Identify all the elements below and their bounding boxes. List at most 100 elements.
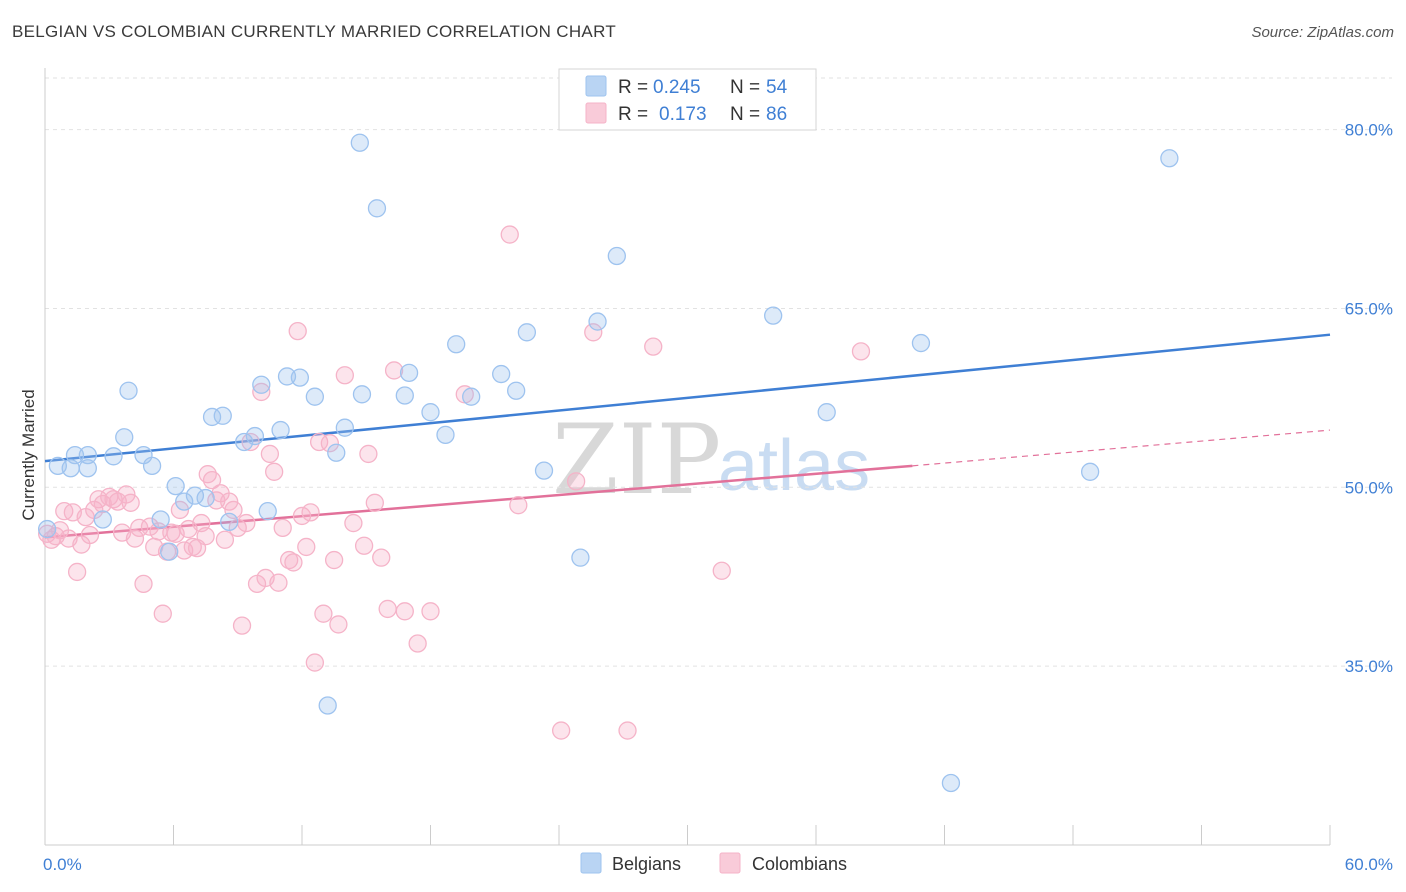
colombian-point bbox=[297, 537, 316, 557]
colombian-point bbox=[421, 602, 440, 621]
belgian-point bbox=[245, 426, 265, 446]
colombian-point bbox=[252, 382, 271, 402]
colombian-point bbox=[134, 574, 153, 594]
belgian-point bbox=[115, 428, 134, 447]
belgian-point bbox=[571, 548, 590, 567]
legend-colombians-n-value: 86 bbox=[766, 104, 787, 125]
legend-belgians-n-value: 54 bbox=[766, 77, 788, 98]
colombian-point bbox=[284, 553, 303, 572]
colombian-point bbox=[301, 503, 320, 522]
belgian-point bbox=[119, 381, 138, 400]
belgian-point bbox=[213, 406, 232, 425]
belgian-point bbox=[305, 387, 325, 406]
belgian-point bbox=[258, 502, 277, 521]
belgian-point bbox=[160, 542, 179, 561]
correlation-legend: R = 0.245 N = 54 R = 0.173 N = 86 bbox=[558, 68, 817, 131]
belgian-point bbox=[367, 199, 387, 218]
series-legend: Belgians Colombians bbox=[580, 852, 847, 874]
colombian-point bbox=[232, 616, 252, 635]
colombian-point bbox=[237, 513, 256, 533]
axes bbox=[44, 68, 1331, 846]
colombian-point bbox=[93, 494, 112, 514]
belgian-point bbox=[78, 459, 97, 478]
watermark: ZIP atlas bbox=[552, 404, 870, 516]
colombians-points bbox=[37, 225, 871, 740]
belgian-point bbox=[607, 246, 626, 266]
chart-source: Source: ZipAtlas.com bbox=[1251, 24, 1394, 41]
legend-swatch-colombians bbox=[585, 102, 607, 124]
colombian-point bbox=[344, 513, 363, 533]
belgian-point bbox=[78, 445, 97, 465]
colombian-point bbox=[117, 485, 136, 504]
belgian-point bbox=[534, 461, 554, 480]
belgian-point bbox=[290, 368, 310, 387]
belgian-point bbox=[142, 456, 162, 475]
y-tick-labels: 35.0% 50.0% 65.0% 80.0% bbox=[1345, 121, 1393, 677]
belgian-point bbox=[447, 335, 466, 354]
belgian-point bbox=[492, 364, 511, 384]
colombian-point bbox=[618, 721, 637, 740]
belgian-point bbox=[166, 476, 185, 496]
belgian-point bbox=[395, 386, 414, 405]
colombian-point bbox=[384, 361, 404, 380]
colombian-point bbox=[125, 529, 145, 548]
colombian-point bbox=[170, 500, 190, 520]
legend-swatch-belgians bbox=[585, 75, 607, 97]
colombian-point bbox=[851, 342, 871, 361]
belgian-point bbox=[764, 306, 783, 325]
belgian-point bbox=[252, 375, 271, 394]
colombian-point bbox=[224, 500, 243, 520]
colombian-point bbox=[408, 634, 427, 653]
belgian-point bbox=[462, 387, 481, 406]
colombian-point bbox=[140, 517, 160, 536]
colombian-point bbox=[305, 653, 325, 672]
watermark-atlas: atlas bbox=[718, 426, 870, 506]
belgian-point bbox=[185, 486, 205, 505]
belgian-point bbox=[220, 512, 239, 532]
colombians-trend-line bbox=[44, 464, 913, 539]
legend-belgians-r-label: R = bbox=[618, 77, 648, 98]
colombian-point bbox=[288, 321, 307, 341]
belgian-point bbox=[507, 381, 526, 400]
bottom-legend-swatch-belgians bbox=[580, 852, 602, 874]
colombian-point bbox=[220, 492, 239, 511]
belgian-point bbox=[318, 696, 337, 715]
belgian-point bbox=[196, 488, 215, 508]
colombian-point bbox=[644, 337, 663, 356]
y-tick-label: 50.0% bbox=[1345, 478, 1393, 497]
colombian-point bbox=[273, 518, 292, 537]
belgian-point bbox=[104, 447, 123, 466]
colombian-point bbox=[202, 471, 222, 490]
belgian-point bbox=[588, 312, 607, 331]
belgian-point bbox=[421, 403, 440, 422]
colombian-point bbox=[260, 444, 280, 464]
colombian-point bbox=[324, 550, 344, 570]
belgian-point bbox=[1080, 462, 1100, 481]
colombian-point bbox=[378, 599, 397, 619]
belgian-point bbox=[436, 425, 455, 444]
colombian-point bbox=[121, 493, 140, 512]
colombian-point bbox=[314, 604, 333, 623]
colombian-point bbox=[395, 602, 414, 621]
colombian-point bbox=[584, 323, 603, 342]
legend-colombians-r-value: 0.173 bbox=[659, 104, 707, 125]
colombian-point bbox=[329, 615, 348, 634]
bottom-legend-swatch-colombians bbox=[719, 852, 741, 874]
colombian-point bbox=[359, 444, 378, 464]
colombian-point bbox=[196, 527, 215, 546]
belgians-points bbox=[37, 133, 1179, 793]
colombian-point bbox=[712, 561, 731, 580]
colombian-point bbox=[215, 530, 235, 549]
bottom-legend-label-belgians: Belgians bbox=[612, 854, 681, 874]
belgian-point bbox=[350, 133, 369, 152]
x-tick-label: 0.0% bbox=[43, 855, 82, 874]
y-tick-label: 35.0% bbox=[1345, 657, 1393, 676]
belgian-point bbox=[271, 420, 290, 440]
belgian-point bbox=[1160, 149, 1179, 168]
colombian-point bbox=[551, 721, 571, 740]
x-tick-labels: 0.0% 60.0% bbox=[43, 855, 1393, 874]
belgian-point bbox=[941, 773, 961, 793]
belgian-point bbox=[235, 432, 254, 452]
belgian-point bbox=[911, 333, 931, 353]
